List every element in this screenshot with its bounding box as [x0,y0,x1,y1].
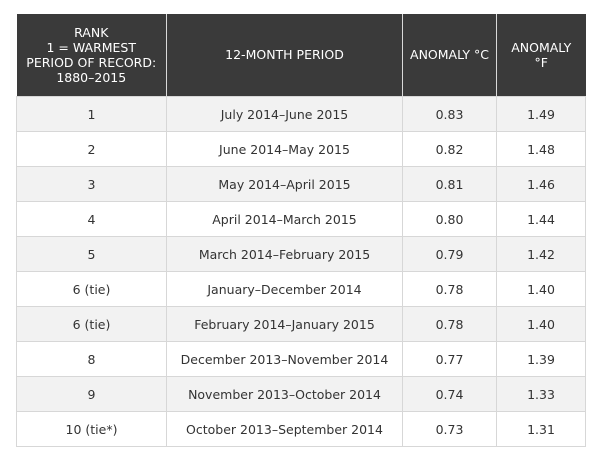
cell-period: December 2013–November 2014 [166,341,403,377]
cell-period: June 2014–May 2015 [166,131,403,167]
cell-anomaly-c: 0.73 [402,411,497,447]
header-anomaly-c: ANOMALY °C [402,14,497,97]
cell-anomaly-c: 0.77 [402,341,497,377]
cell-anomaly-f: 1.40 [496,306,586,342]
cell-anomaly-c: 0.83 [402,96,497,132]
cell-rank: 2 [16,131,167,167]
cell-period: February 2014–January 2015 [166,306,403,342]
cell-rank: 1 [16,96,167,132]
cell-rank: 10 (tie*) [16,411,167,447]
table-row: 4 April 2014–March 2015 0.80 1.44 [16,201,586,237]
cell-anomaly-c: 0.80 [402,201,497,237]
header-rank-line-3: PERIOD OF RECORD: [26,55,157,70]
cell-rank: 9 [16,376,167,412]
cell-anomaly-f: 1.42 [496,236,586,272]
header-anomaly-f: ANOMALY °F [496,14,586,97]
header-rank-line-4: 1880–2015 [56,70,127,86]
cell-rank: 6 (tie) [16,271,167,307]
table-row: 6 (tie) February 2014–January 2015 0.78 1.4… [16,306,586,342]
table-row: 10 (tie*) October 2013–September 2014 0.73… [16,411,586,447]
rankings-table-container: RANK 1 = WARMEST PERIOD OF RECORD: 1880–… [16,14,586,447]
warmest-periods-table: RANK 1 = WARMEST PERIOD OF RECORD: 1880–… [16,14,586,447]
cell-period: May 2014–April 2015 [166,166,403,202]
cell-anomaly-c: 0.82 [402,131,497,167]
table-row: 1 July 2014–June 2015 0.83 1.49 [16,96,586,132]
cell-period: April 2014–March 2015 [166,201,403,237]
cell-anomaly-f: 1.44 [496,201,586,237]
cell-rank: 8 [16,341,167,377]
table-row: 6 (tie) January–December 2014 0.78 1.40 [16,271,586,307]
cell-anomaly-c: 0.81 [402,166,497,202]
cell-period: March 2014–February 2015 [166,236,403,272]
cell-anomaly-c: 0.79 [402,236,497,272]
header-rank-line-1: RANK [74,24,109,40]
table-row: 5 March 2014–February 2015 0.79 1.42 [16,236,586,272]
header-rank-line-2: 1 = WARMEST [46,39,137,55]
cell-anomaly-f: 1.46 [496,166,586,202]
cell-rank: 4 [16,201,167,237]
cell-period: November 2013–October 2014 [166,376,403,412]
cell-period: January–December 2014 [166,271,403,307]
table-row: 2 June 2014–May 2015 0.82 1.48 [16,131,586,167]
table-header-row: RANK 1 = WARMEST PERIOD OF RECORD: 1880–… [16,14,586,97]
table-row: 9 November 2013–October 2014 0.74 1.33 [16,376,586,412]
cell-anomaly-f: 1.39 [496,341,586,377]
cell-anomaly-c: 0.74 [402,376,497,412]
cell-anomaly-f: 1.49 [496,96,586,132]
cell-anomaly-f: 1.48 [496,131,586,167]
table-row: 8 December 2013–November 2014 0.77 1.39 [16,341,586,377]
header-period: 12-MONTH PERIOD [166,14,403,97]
cell-period: October 2013–September 2014 [166,411,403,447]
cell-rank: 5 [16,236,167,272]
cell-anomaly-f: 1.33 [496,376,586,412]
cell-rank: 6 (tie) [16,306,167,342]
cell-anomaly-c: 0.78 [402,271,497,307]
header-rank: RANK 1 = WARMEST PERIOD OF RECORD: 1880–… [16,14,167,97]
cell-anomaly-f: 1.40 [496,271,586,307]
cell-anomaly-f: 1.31 [496,411,586,447]
table-row: 3 May 2014–April 2015 0.81 1.46 [16,166,586,202]
cell-rank: 3 [16,166,167,202]
cell-anomaly-c: 0.78 [402,306,497,342]
cell-period: July 2014–June 2015 [166,96,403,132]
